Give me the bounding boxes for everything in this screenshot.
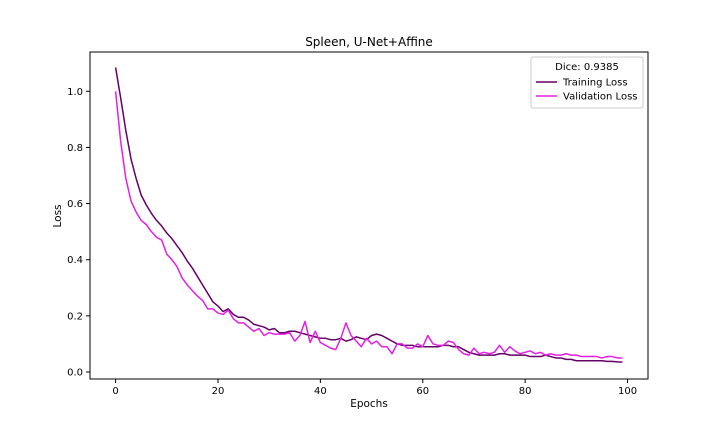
series-layer <box>114 67 623 363</box>
x-ticks: 0 20 40 60 80 100 <box>112 379 637 397</box>
plot-frame <box>89 51 649 380</box>
legend: Dice: 0.9385 Training Loss Validation Lo… <box>530 56 644 109</box>
legend-label-training-loss: Training Loss <box>562 78 628 89</box>
legend-box <box>530 56 644 109</box>
legend-title: Dice: 0.9385 <box>555 62 619 73</box>
x-tick-label: 100 <box>618 386 637 397</box>
series-line-training-loss <box>114 67 623 363</box>
x-tick-label: 0 <box>112 386 118 397</box>
y-tick-label: 0.6 <box>67 199 83 210</box>
legend-label-validation-loss: Validation Loss <box>563 92 638 103</box>
y-tick-label: 1.0 <box>67 87 83 98</box>
y-tick-label: 0.4 <box>67 255 83 266</box>
y-tick-label: 0.2 <box>67 311 83 322</box>
x-tick-label: 40 <box>314 386 327 397</box>
x-tick-label: 80 <box>519 386 532 397</box>
chart-title: Spleen, U-Net+Affine <box>305 35 433 49</box>
y-tick-label: 0.8 <box>67 143 83 154</box>
x-tick-label: 60 <box>416 386 429 397</box>
y-tick-label: 0.0 <box>67 367 83 378</box>
x-axis-label: Epochs <box>350 398 388 410</box>
series-line-validation-loss <box>114 91 623 359</box>
y-axis-label: Loss <box>52 204 64 227</box>
y-ticks: 0.0 0.2 0.4 0.6 0.8 1.0 <box>67 87 90 378</box>
x-tick-label: 20 <box>212 386 225 397</box>
